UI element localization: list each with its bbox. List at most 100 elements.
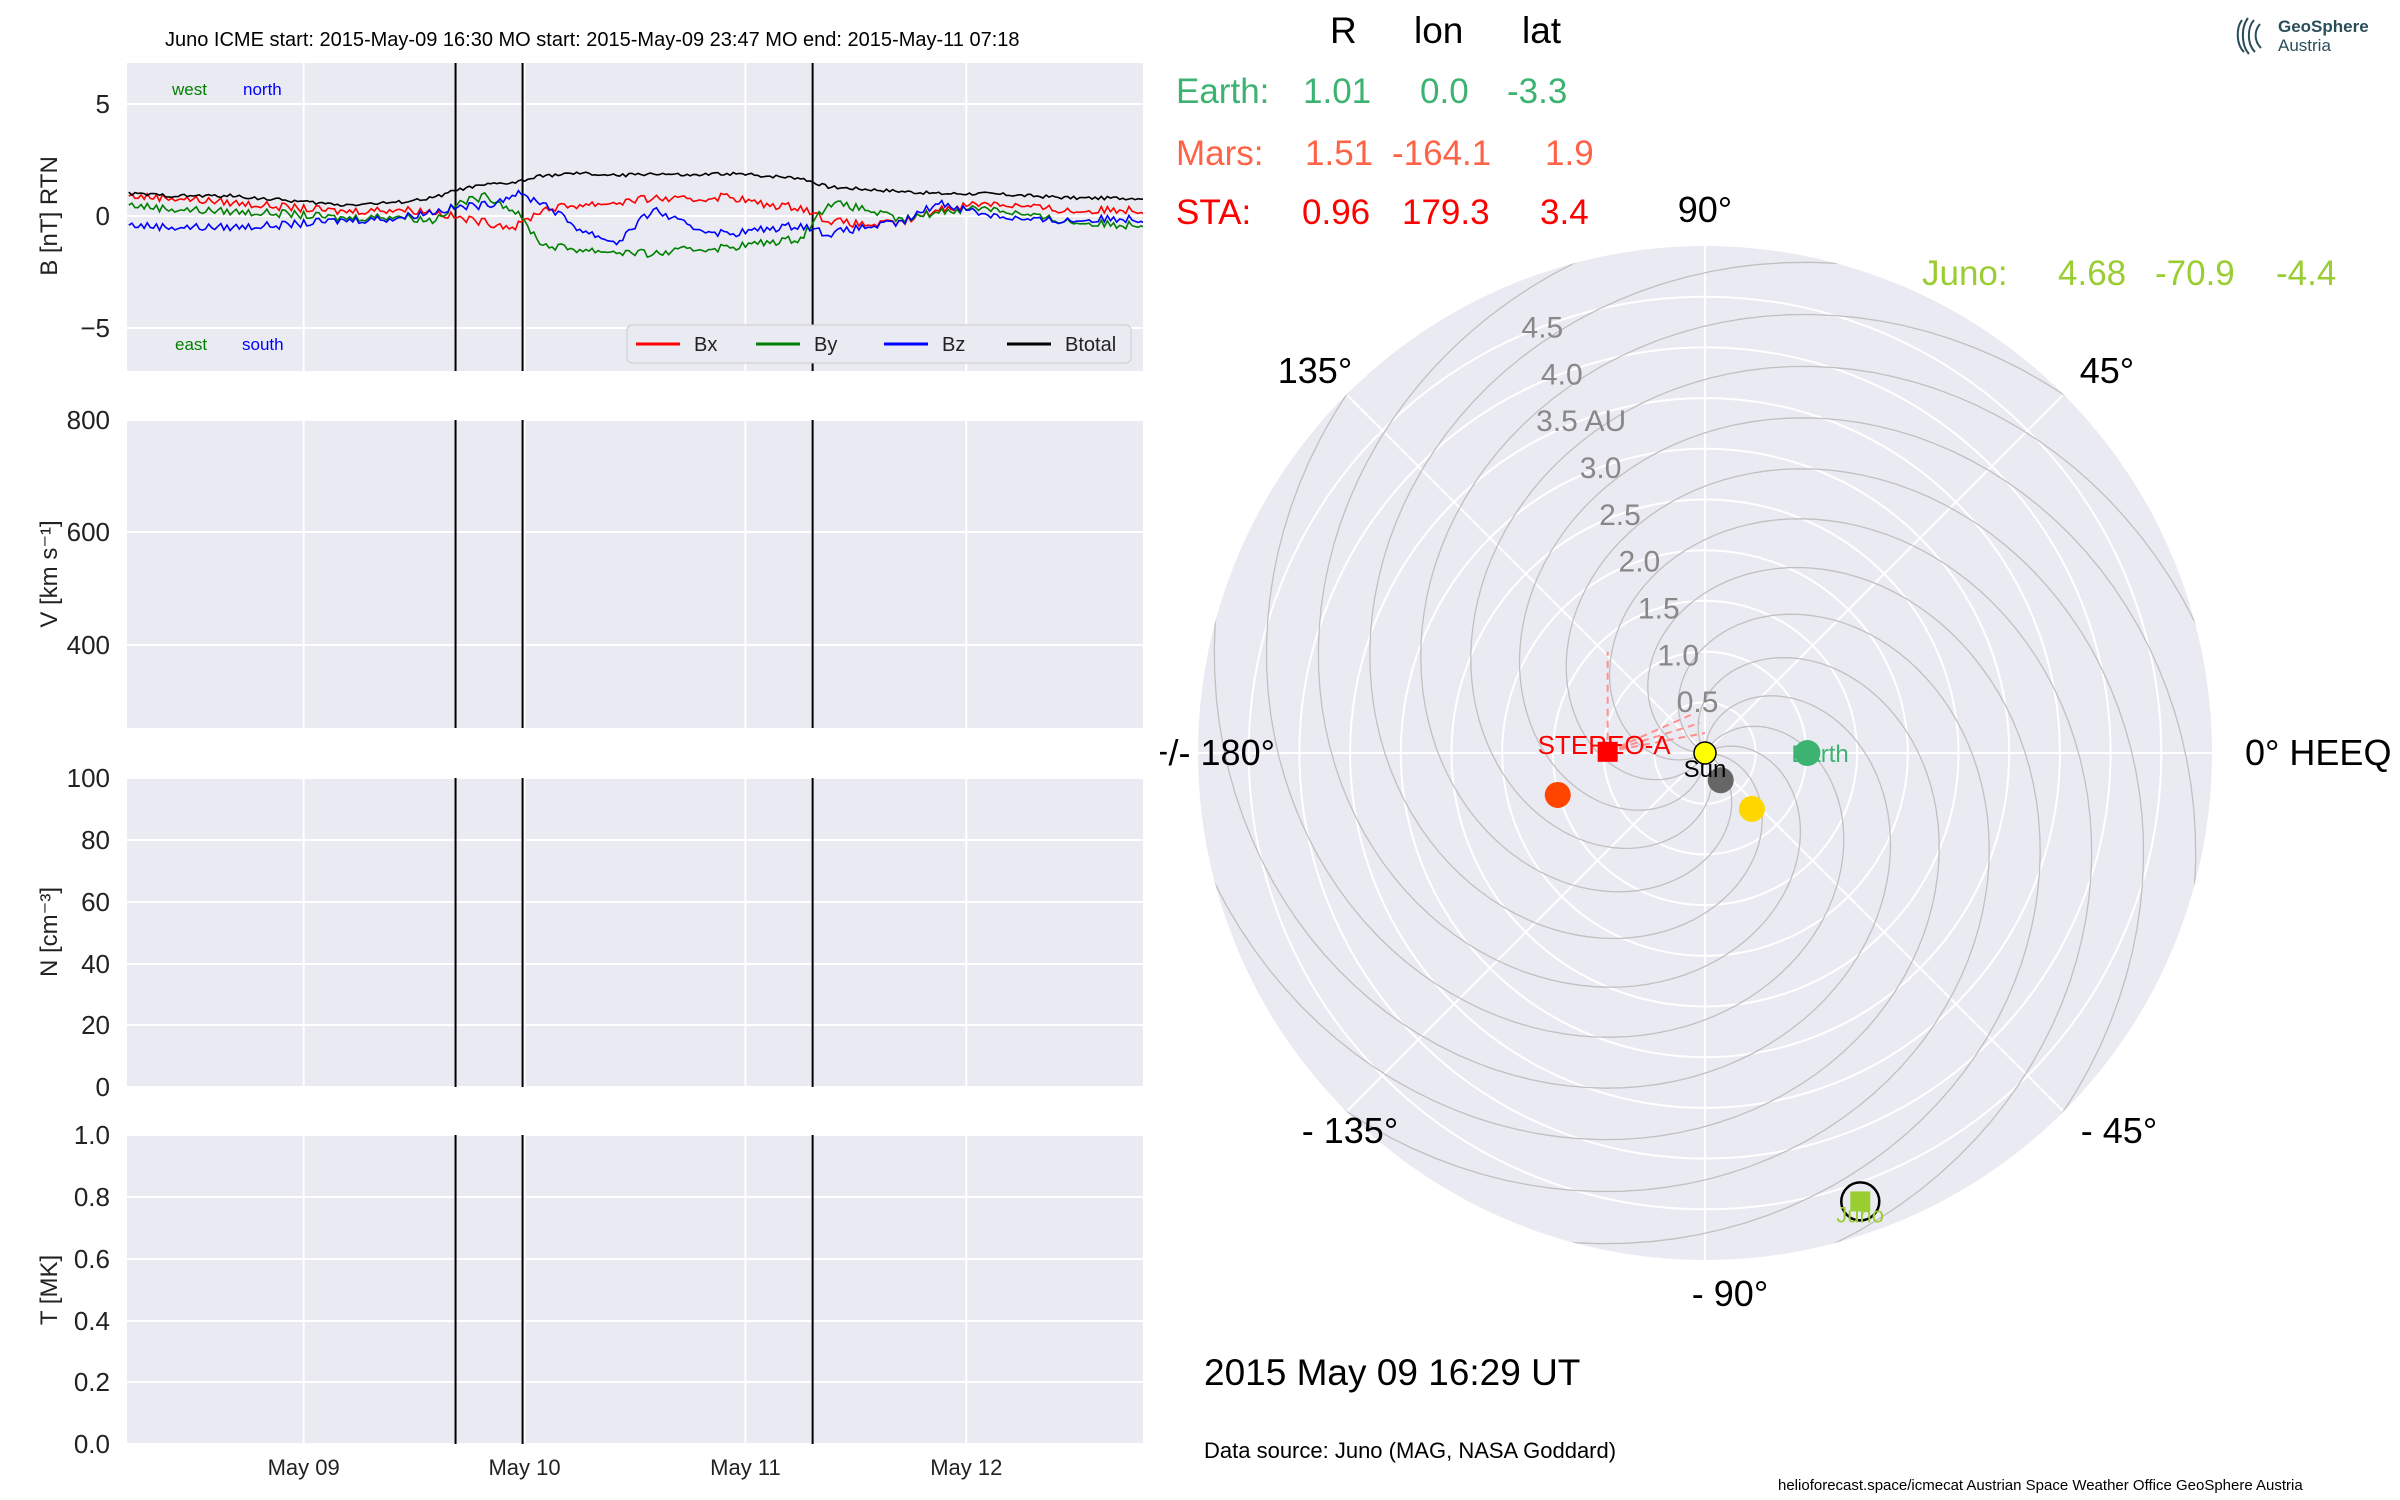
radial-tick-label: 1.0 [1657,639,1699,672]
y-tick-label: 0 [96,201,110,231]
datetime-label: 2015 May 09 16:29 UT [1204,1352,1581,1393]
angle-label-m45: - 45° [2081,1110,2157,1151]
venus-marker [1738,795,1765,822]
row-earth-lat: -3.3 [1507,72,1568,111]
y-tick-label: 600 [67,517,110,547]
annotation-east: east [175,335,207,354]
angle-label-m90: - 90° [1692,1273,1768,1314]
radial-tick-label: 2.5 [1599,499,1641,532]
row-mars-lat: 1.9 [1545,134,1594,173]
ts-title: Juno ICME start: 2015-May-09 16:30 MO st… [165,29,1020,51]
panel-background [127,1135,1143,1444]
parker-spiral [1265,313,1845,1038]
series-btotal [128,171,1143,207]
radial-tick-label: 2.0 [1619,546,1661,579]
stereo-a-fov-line [1607,722,1701,753]
panel-3: 100 80 60 40 20 0 N [cm⁻³] [36,763,1143,1102]
row-sta-r: 0.96 [1302,193,1371,232]
y-axis-label: N [cm⁻³] [36,887,63,977]
series-bz [128,189,1143,246]
parker-spiral [1470,566,2041,1245]
logo-line2: Austria [2278,36,2331,55]
parker-spiral [1317,246,1802,988]
y-tick-label: 5 [96,89,110,119]
angular-grid-line [1704,393,2065,754]
legend-label-bx: Bx [694,334,717,356]
y-tick-label: 0.8 [74,1182,110,1212]
x-tick-label: May 11 [710,1455,781,1480]
y-tick-label: 40 [81,949,110,979]
angle-label-45: 45° [2080,350,2134,391]
parker-spiral [1470,365,2212,850]
panel-1: 5 0 −5 B [nT] RTN [36,63,1143,371]
y-axis-label: V [km s⁻¹] [36,520,63,627]
stereo-a-fov-line [1607,732,1706,753]
y-tick-label: 0.6 [74,1244,110,1274]
y-tick-label: 0.4 [74,1306,110,1336]
col-lat-header: lat [1522,10,1562,51]
series-bx [128,192,1143,232]
y-tick-label: 800 [67,405,110,435]
row-earth-lon: 0.0 [1420,72,1469,111]
row-juno-name: Juno: [1922,254,2008,293]
annotation-south: south [242,335,284,354]
b-series-group [128,171,1143,259]
row-mars-r: 1.51 [1305,134,1374,173]
stereo-a-marker [1597,741,1618,762]
radial-tick-label: 3.5 AU [1536,405,1626,438]
y-tick-label: 0 [96,1072,110,1102]
series-by [128,191,1143,259]
x-tick-label: May 10 [488,1455,560,1480]
legend-box [626,324,1132,364]
parker-spiral [1198,656,1940,1141]
radial-tick-label: 3.0 [1580,452,1622,485]
angular-grid-line [1345,752,1706,1113]
radial-tick-label: 4.0 [1541,358,1583,391]
y-tick-label: 20 [81,1010,110,1040]
stereo-a-label: STEREO-A [1538,730,1672,760]
angle-label-0: 0° HEEQ [2245,732,2391,773]
legend-label-btotal: Btotal [1065,334,1116,356]
mercury-marker [1707,767,1734,794]
angle-label-180: +/- 180° [1160,732,1275,773]
geosphere-logo: GeoSphere Austria [2234,14,2384,60]
parker-spiral [1608,518,2093,1260]
parker-spiral [1265,613,1990,1193]
earth-marker [1794,740,1821,766]
parker-spiral [1369,261,1940,940]
row-sta-lon: 179.3 [1402,193,1490,232]
data-source: Data source: Juno (MAG, NASA Goddard) [1204,1438,1617,1463]
col-lon-header: lon [1414,10,1464,51]
x-tick-label: May 12 [930,1455,1002,1480]
row-juno-lon: -70.9 [2155,254,2235,293]
mars-marker [1544,781,1571,808]
y-axis-label: T [MK] [36,1255,63,1325]
earth-label: Earth [1791,741,1848,768]
angle-label-m135: - 135° [1302,1110,1398,1151]
juno-marker [1850,1191,1871,1212]
angle-label-135: 135° [1278,350,1352,391]
legend-label-bz: Bz [942,334,965,356]
y-tick-label: 400 [67,630,110,660]
y-tick-label: −5 [80,313,110,343]
y-axis-label: B [nT] RTN [36,156,63,276]
juno-label: Juno [1836,1202,1884,1227]
parker-spiral [1565,468,2145,1193]
y-tick-label: 80 [81,825,110,855]
credits: helioforecast.space/icmecat Austrian Spa… [1778,1477,2303,1494]
row-mars-name: Mars: [1176,134,1264,173]
radial-tick-label: 0.5 [1677,686,1719,719]
polar-plot: 0.5 1.0 1.5 2.0 2.5 3.0 3.5 AU 4.0 4.5 90° 45° 135°… [1160,189,2391,1314]
angular-grid-line [1704,752,2065,1113]
col-r-header: R [1330,10,1357,51]
annotation-west: west [171,80,207,99]
row-juno-lat: -4.4 [2276,254,2337,293]
y-tick-label: 0.2 [74,1367,110,1397]
sun-marker [1693,741,1717,765]
logo-line1: GeoSphere [2278,17,2369,36]
y-tick-label: 0.0 [74,1429,110,1459]
parker-spiral [1420,313,2145,893]
parker-spiral [1518,417,2197,988]
radial-tick-label: 4.5 [1522,311,1564,344]
